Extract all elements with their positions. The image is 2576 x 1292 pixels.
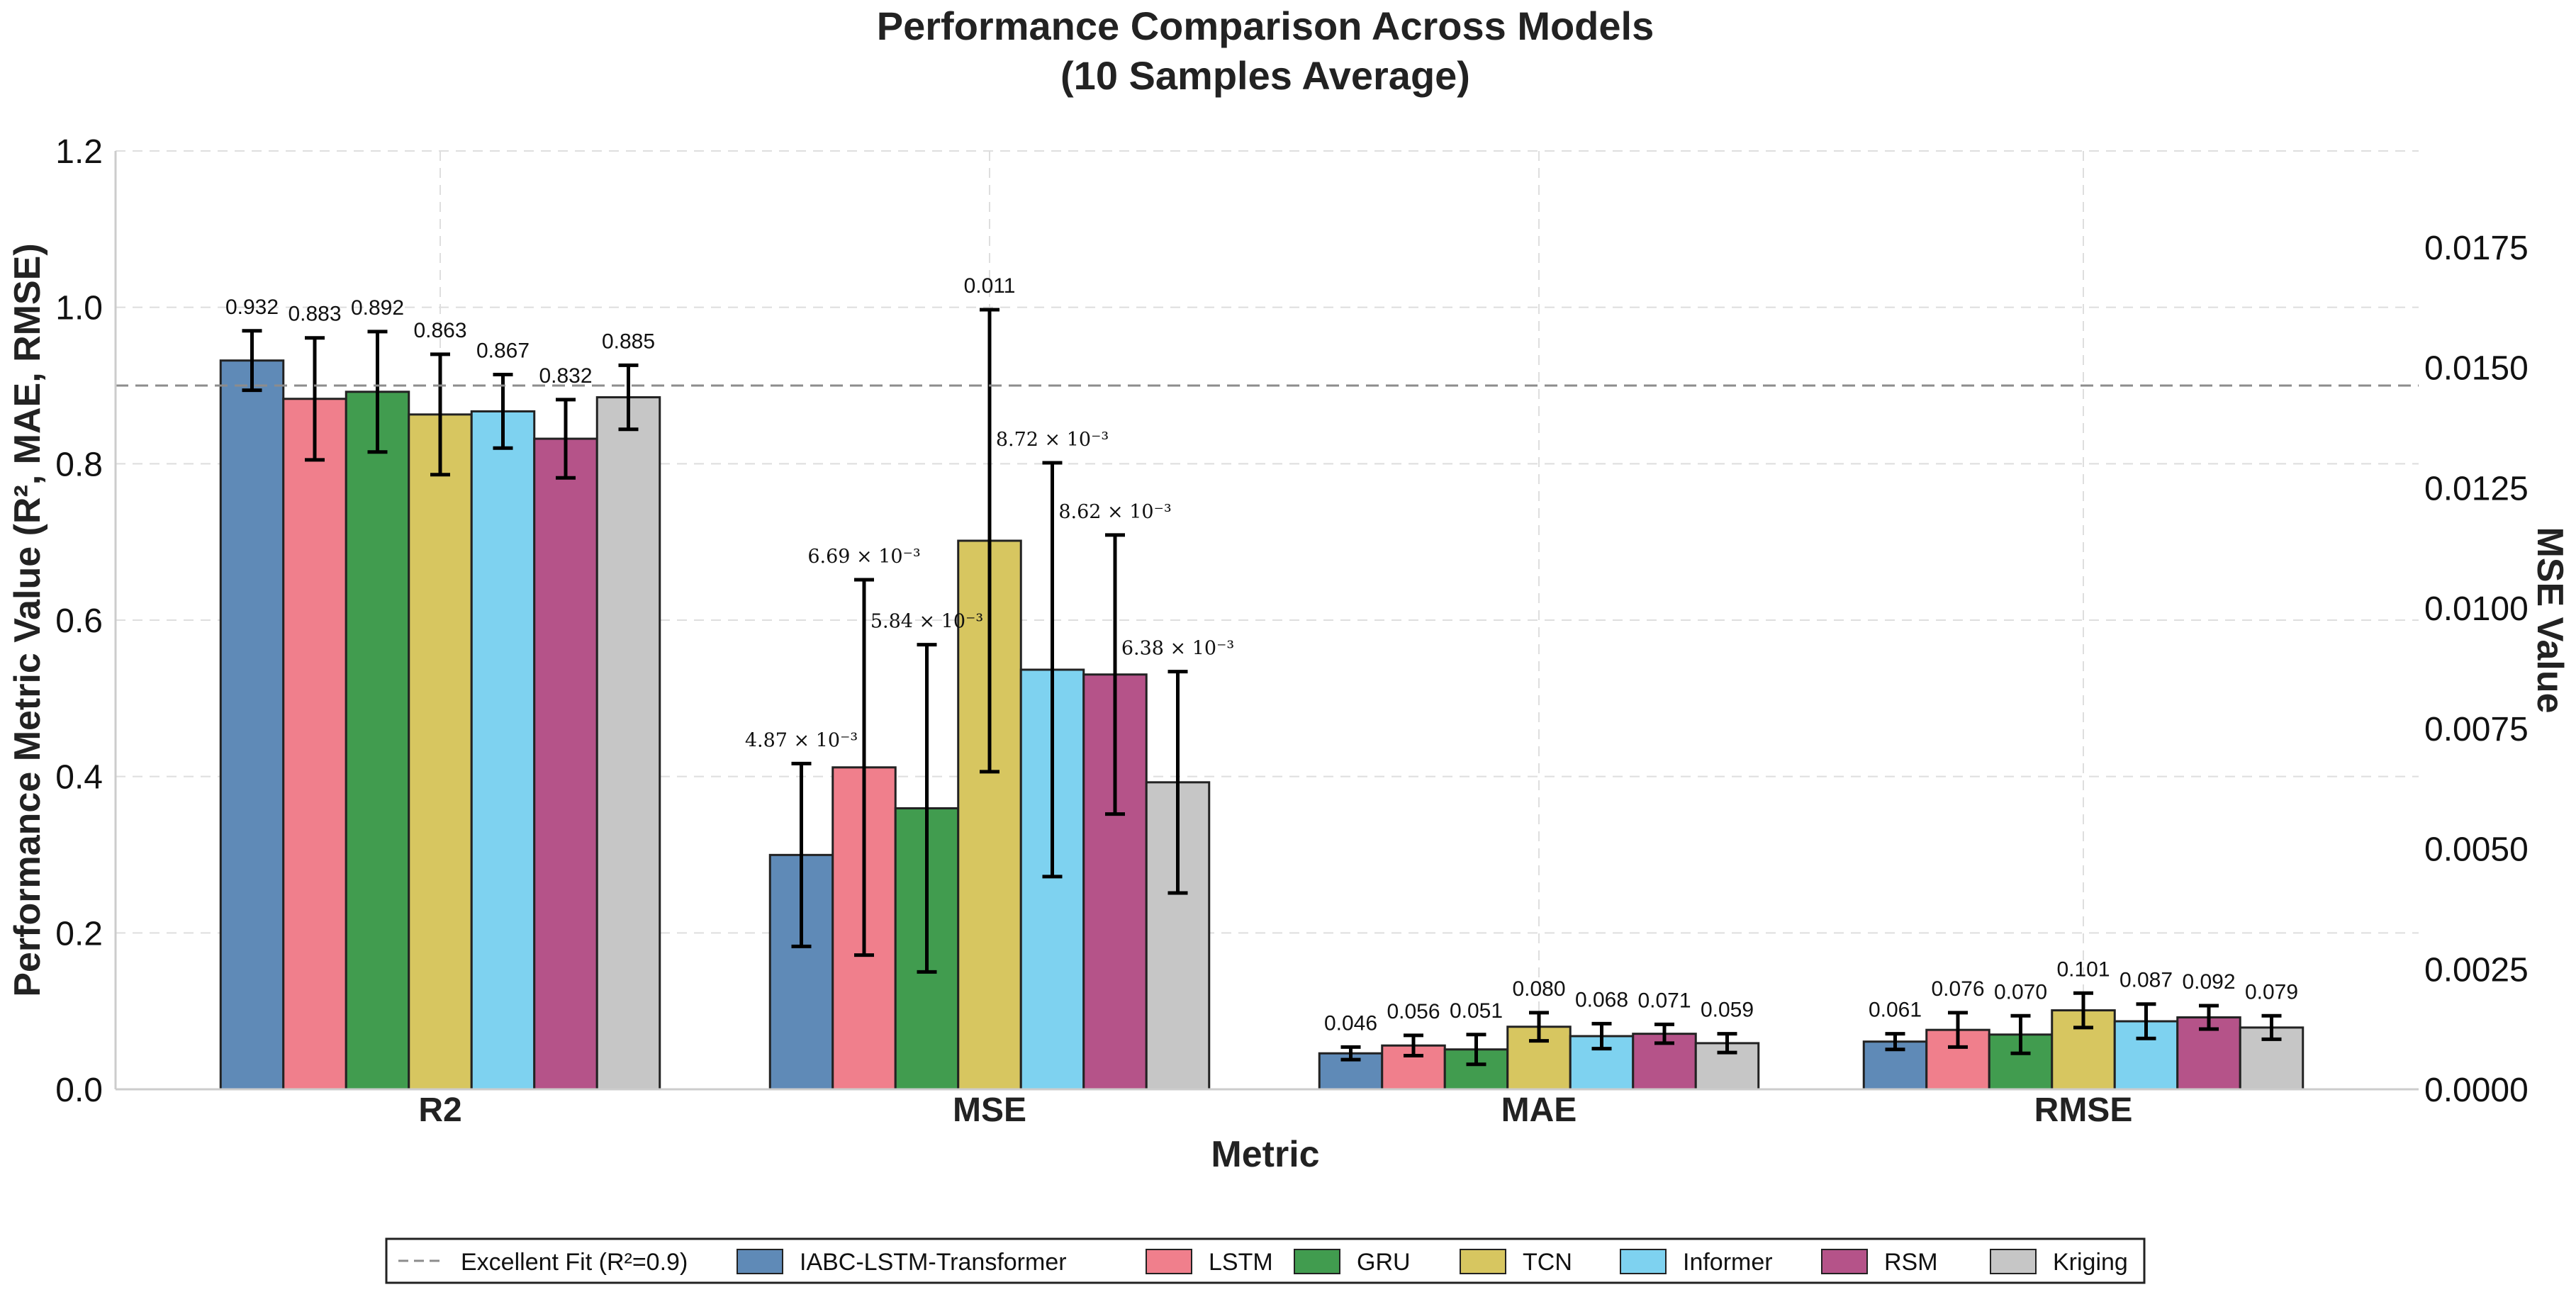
- data-label: 0.087: [2119, 969, 2173, 992]
- data-label: 0.832: [539, 364, 592, 388]
- data-label: 0.883: [288, 303, 341, 326]
- data-labels: 0.932 4.87 × 10⁻³ 0.046 0.061 0.883 6.69 × 10…: [225, 274, 2298, 1035]
- legend-label: Informer: [1683, 1249, 1773, 1276]
- bar: [470, 410, 536, 1091]
- data-label: 0.051: [1450, 999, 1503, 1023]
- data-label: 6.69 × 10⁻³: [807, 546, 920, 568]
- legend-label: TCN: [1523, 1249, 1572, 1276]
- y-tick-label: 0.6: [55, 602, 103, 640]
- legend-label: LSTM: [1209, 1249, 1273, 1276]
- data-label: 0.932: [225, 296, 279, 319]
- x-tick-label: RMSE: [2034, 1091, 2133, 1129]
- legend-swatch: [1821, 1249, 1868, 1274]
- bar: [345, 391, 410, 1091]
- bar: [595, 396, 661, 1091]
- x-axis-ticks: R2 MSE MAE RMSE: [418, 1091, 2132, 1129]
- data-label: 5.84 × 10⁻³: [870, 611, 983, 633]
- legend-swatch: [1146, 1249, 1192, 1274]
- x-axis-label: Metric: [1211, 1134, 1319, 1175]
- data-label: 0.892: [351, 296, 404, 320]
- data-label: 0.079: [2245, 980, 2298, 1004]
- data-label: 0.071: [1637, 989, 1691, 1012]
- bars: [219, 359, 2305, 1091]
- y-tick-label: 0.4: [55, 759, 103, 797]
- data-label: 0.059: [1701, 999, 1754, 1022]
- y-tick-label: 0.2: [55, 915, 103, 953]
- legend-swatch: [1460, 1249, 1506, 1274]
- y2-tick-label: 0.0050: [2424, 831, 2529, 869]
- chart-title: Performance Comparison Across Models: [877, 4, 1654, 48]
- y2-tick-label: 0.0150: [2424, 350, 2529, 388]
- data-label: 4.87 × 10⁻³: [745, 729, 858, 751]
- bar: [533, 437, 598, 1091]
- bar: [408, 413, 473, 1091]
- data-label: 0.061: [1869, 999, 1922, 1022]
- y-tick-label: 0.8: [55, 446, 103, 483]
- bar: [282, 398, 347, 1091]
- x-tick-label: R2: [418, 1091, 461, 1129]
- data-label: 0.101: [2056, 957, 2110, 981]
- data-label: 6.38 × 10⁻³: [1121, 638, 1234, 660]
- legend-label: Kriging: [2053, 1249, 2128, 1276]
- legend-swatch: [737, 1249, 783, 1274]
- data-label: 0.068: [1575, 988, 1628, 1011]
- y2-tick-label: 0.0125: [2424, 470, 2529, 507]
- legend-label: GRU: [1357, 1249, 1411, 1276]
- y2-tick-label: 0.0100: [2424, 590, 2529, 628]
- y-tick-label: 0.0: [55, 1072, 103, 1109]
- data-label: 0.056: [1387, 1000, 1440, 1023]
- data-label: 8.72 × 10⁻³: [996, 429, 1109, 451]
- legend-label-reference: Excellent Fit (R²=0.9): [461, 1249, 688, 1276]
- y2-tick-label: 0.0075: [2424, 711, 2529, 748]
- y2-tick-label: 0.0025: [2424, 951, 2529, 989]
- data-label: 0.076: [1931, 977, 1984, 1001]
- y-axis-label: Performance Metric Value (R², MAE, RMSE): [7, 243, 48, 996]
- y2-tick-label: 0.0175: [2424, 230, 2529, 267]
- data-label: 0.070: [1994, 980, 2047, 1004]
- data-label: 0.885: [602, 330, 655, 353]
- data-label: 0.863: [413, 319, 466, 342]
- legend-label: RSM: [1884, 1249, 1938, 1276]
- y2-axis-label: MSE Value: [2529, 527, 2570, 714]
- chart-subtitle: (10 Samples Average): [1060, 53, 1470, 98]
- legend-label: IABC-LSTM-Transformer: [800, 1249, 1067, 1276]
- legend-swatch: [1294, 1249, 1340, 1274]
- legend-frame: [385, 1237, 2146, 1284]
- data-label: 8.62 × 10⁻³: [1058, 501, 1171, 523]
- x-tick-label: MAE: [1501, 1091, 1577, 1129]
- y-tick-label: 1.0: [55, 290, 103, 327]
- x-tick-label: MSE: [953, 1091, 1026, 1129]
- data-label: 0.011: [964, 274, 1016, 298]
- y2-tick-label: 0.0000: [2424, 1072, 2529, 1109]
- data-label: 0.092: [2182, 970, 2235, 994]
- data-label: 0.046: [1324, 1011, 1377, 1035]
- legend-swatch: [1620, 1249, 1667, 1274]
- data-label: 0.080: [1512, 977, 1565, 1001]
- legend-swatch: [1990, 1249, 2037, 1274]
- error-bars: [242, 308, 2282, 1067]
- y-axis-ticks: 0.0 0.2 0.4 0.6 0.8 1.0 1.2: [55, 133, 103, 1109]
- y2-axis-ticks: 0.0000 0.0025 0.0050 0.0075 0.0100 0.0125 0.01…: [2424, 230, 2529, 1109]
- bar: [219, 359, 285, 1091]
- legend: Excellent Fit (R²=0.9) IABC-LSTM-Transfor…: [385, 1237, 2146, 1284]
- data-label: 0.867: [476, 339, 530, 363]
- y-tick-label: 1.2: [55, 133, 103, 171]
